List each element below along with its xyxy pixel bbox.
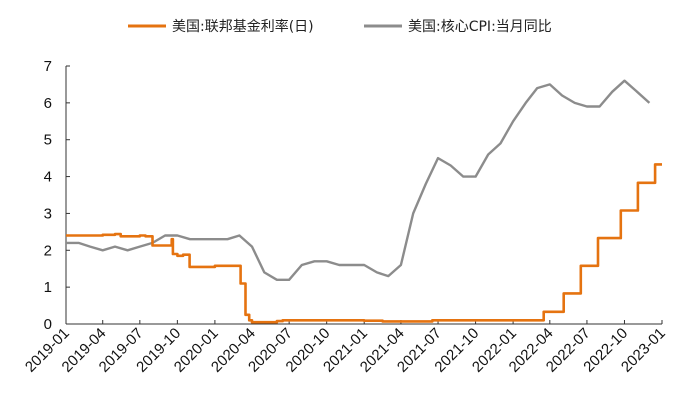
legend-item-core-cpi: 美国:核心CPI:当月同比 — [364, 19, 552, 35]
y-tick-label: 0 — [44, 316, 52, 333]
series-line-core-cpi — [66, 79, 651, 281]
axes: 012345672019-012019-042019-072019-102020… — [22, 58, 669, 376]
legend-item-fed-funds-rate: 美国:联邦基金利率(日) — [128, 18, 314, 35]
y-tick-label: 3 — [44, 205, 52, 222]
legend-label-fed-funds-rate: 美国:联邦基金利率(日) — [172, 18, 314, 35]
y-tick-label: 6 — [44, 95, 52, 112]
y-tick-label: 2 — [44, 242, 52, 259]
legend: 美国:联邦基金利率(日) 美国:核心CPI:当月同比 — [128, 18, 552, 35]
legend-label-core-cpi: 美国:核心CPI:当月同比 — [408, 19, 552, 35]
series-line-fed-funds-rate — [66, 163, 662, 324]
series-layer — [66, 79, 662, 324]
y-tick-label: 7 — [44, 58, 52, 75]
y-tick-label: 4 — [44, 169, 52, 186]
y-tick-label: 1 — [44, 279, 52, 296]
y-tick-label: 5 — [44, 132, 52, 149]
